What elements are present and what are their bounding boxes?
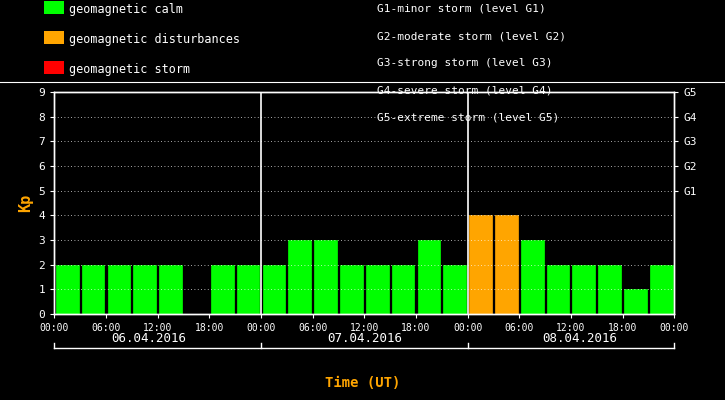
Bar [82, 265, 104, 314]
Bar [418, 240, 440, 314]
Text: G5-extreme storm (level G5): G5-extreme storm (level G5) [377, 113, 559, 122]
Bar [133, 265, 156, 314]
Bar [469, 215, 492, 314]
Text: G2-moderate storm (level G2): G2-moderate storm (level G2) [377, 31, 566, 41]
Text: Time (UT): Time (UT) [325, 376, 400, 390]
Text: G3-strong storm (level G3): G3-strong storm (level G3) [377, 58, 552, 68]
Bar [107, 265, 130, 314]
Bar [573, 265, 595, 314]
Bar [444, 265, 466, 314]
Bar [211, 265, 233, 314]
Text: 06.04.2016: 06.04.2016 [111, 332, 186, 344]
Text: G1-minor storm (level G1): G1-minor storm (level G1) [377, 4, 546, 14]
Bar [392, 265, 415, 314]
Bar [521, 240, 544, 314]
Bar [598, 265, 621, 314]
Bar [366, 265, 389, 314]
Y-axis label: Kp: Kp [18, 194, 33, 212]
Bar [340, 265, 362, 314]
Text: G4-severe storm (level G4): G4-severe storm (level G4) [377, 85, 552, 95]
Bar [262, 265, 285, 314]
Text: geomagnetic disturbances: geomagnetic disturbances [69, 34, 240, 46]
Bar [624, 289, 647, 314]
Bar [237, 265, 260, 314]
Bar [289, 240, 311, 314]
Bar [160, 265, 182, 314]
Text: 08.04.2016: 08.04.2016 [542, 332, 618, 344]
Bar [56, 265, 78, 314]
Text: 07.04.2016: 07.04.2016 [327, 332, 402, 344]
Text: geomagnetic storm: geomagnetic storm [69, 64, 190, 76]
Bar [650, 265, 673, 314]
Bar [314, 240, 337, 314]
Text: geomagnetic calm: geomagnetic calm [69, 4, 183, 16]
Bar [547, 265, 569, 314]
Bar [495, 215, 518, 314]
